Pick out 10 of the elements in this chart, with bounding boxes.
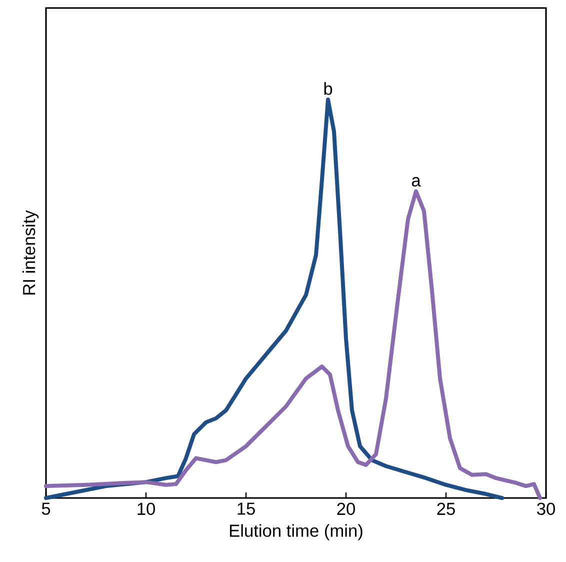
x-tick-label: 5 <box>42 502 50 515</box>
y-axis-title: RI intensity <box>22 210 39 294</box>
x-tick-label: 30 <box>537 502 555 515</box>
x-tick-label: 10 <box>138 502 155 515</box>
x-tick-label: 15 <box>238 502 255 515</box>
annotation: b <box>324 82 332 95</box>
x-tick-label: 20 <box>337 502 355 515</box>
annotation: a <box>412 177 421 187</box>
x-axis-title: Elution time (min) <box>230 524 362 540</box>
x-tick-label: 25 <box>437 502 455 515</box>
